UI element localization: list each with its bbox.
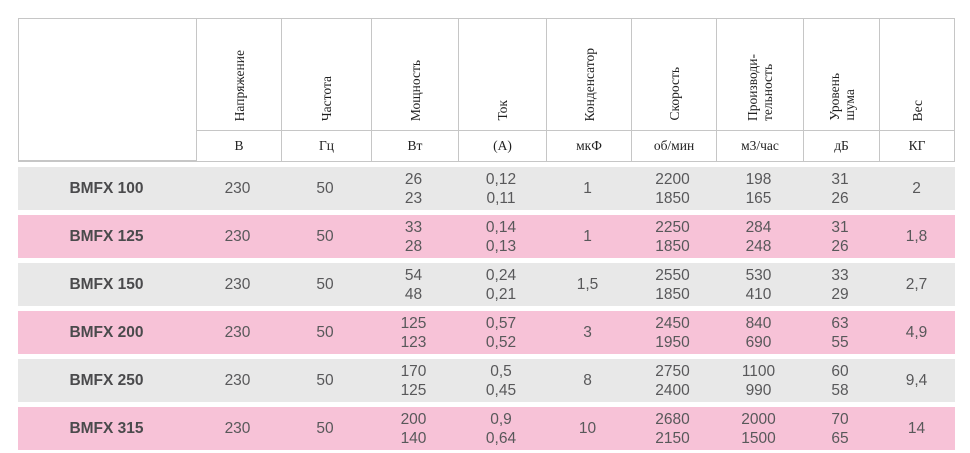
model-cell: BMFX 100 xyxy=(69,180,144,197)
value-cell-frequency: 50 xyxy=(316,324,334,341)
value-cell-voltage: 230 xyxy=(224,228,251,245)
value-cell-power: 54 48 xyxy=(404,266,423,303)
table-row-bmfx-100: BMFX 100 230 50 26 23 0,12 0,11 1 2200 1… xyxy=(18,167,955,210)
col-header-label: Частота xyxy=(319,75,334,121)
value-cell-frequency: 50 xyxy=(316,276,334,293)
unit-cell-voltage: В xyxy=(196,131,281,161)
col-header-weight: Вес xyxy=(879,19,954,131)
col-header-capacity: Производи- тельность xyxy=(716,19,803,131)
col-header-speed: Скорость xyxy=(631,19,716,131)
value-cell-power: 170 125 xyxy=(400,362,427,399)
unit-cell-frequency: Гц xyxy=(281,131,371,161)
col-header-capacitor: Конденсатор xyxy=(546,19,631,131)
model-cell: BMFX 200 xyxy=(69,324,144,341)
value-cell-current: 0,24 0,21 xyxy=(485,266,517,303)
col-header-noise: Уровень шума xyxy=(803,19,879,131)
value-cell-capacity: 284 248 xyxy=(745,218,772,255)
value-cell-weight: 14 xyxy=(907,420,926,437)
value-cell-voltage: 230 xyxy=(224,276,251,293)
value-cell-capacity: 198 165 xyxy=(745,170,772,207)
value-cell-voltage: 230 xyxy=(224,372,251,389)
col-header-voltage: Напряжение xyxy=(196,19,281,131)
value-cell-frequency: 50 xyxy=(316,372,334,389)
col-header-label: Мощность xyxy=(407,59,423,121)
value-cell-current: 0,14 0,13 xyxy=(485,218,517,255)
value-cell-capacity: 1100 990 xyxy=(741,362,776,399)
table-row-bmfx-315: BMFX 315 230 50 200 140 0,9 0,64 10 2680… xyxy=(18,407,955,450)
model-cell: BMFX 250 xyxy=(69,372,144,389)
value-cell-capacitor: 1 xyxy=(583,180,592,197)
value-cell-capacitor: 8 xyxy=(583,372,592,389)
value-cell-power: 200 140 xyxy=(400,410,427,447)
spec-table: Напряжение Частота Мощность Ток Конденса… xyxy=(18,18,955,450)
table-row-bmfx-250: BMFX 250 230 50 170 125 0,5 0,45 8 2750 … xyxy=(18,359,955,402)
value-cell-voltage: 230 xyxy=(224,420,251,437)
value-cell-weight: 9,4 xyxy=(905,372,928,389)
col-header-label: Уровень шума xyxy=(826,73,857,121)
value-cell-speed: 2450 1950 xyxy=(655,314,690,351)
table-row-bmfx-200: BMFX 200 230 50 125 123 0,57 0,52 3 2450… xyxy=(18,311,955,354)
value-cell-capacity: 530 410 xyxy=(745,266,772,303)
col-header-label: Напряжение xyxy=(231,49,247,121)
value-cell-speed: 2750 2400 xyxy=(655,362,690,399)
value-cell-capacity: 840 690 xyxy=(745,314,772,351)
unit-cell-capacity: м3/час xyxy=(716,131,803,161)
model-cell: BMFX 150 xyxy=(69,276,144,293)
unit-cell-capacitor: мкФ xyxy=(546,131,631,161)
value-cell-capacity: 2000 1500 xyxy=(741,410,776,447)
value-cell-speed: 2200 1850 xyxy=(655,170,690,207)
value-cell-frequency: 50 xyxy=(316,420,334,437)
col-header-label: Конденсатор xyxy=(581,47,597,121)
unit-cell-weight: КГ xyxy=(879,131,954,161)
col-header-label: Вес xyxy=(909,99,925,121)
value-cell-noise: 63 55 xyxy=(831,314,849,351)
spec-table-header: Напряжение Частота Мощность Ток Конденса… xyxy=(18,18,955,162)
col-header-model-empty xyxy=(19,19,196,161)
value-cell-noise: 31 26 xyxy=(831,218,849,255)
unit-cell-speed: об/мин xyxy=(631,131,716,161)
value-cell-noise: 70 65 xyxy=(831,410,849,447)
value-cell-capacitor: 10 xyxy=(578,420,597,437)
table-row-bmfx-150: BMFX 150 230 50 54 48 0,24 0,21 1,5 2550… xyxy=(18,263,955,306)
table-row-bmfx-125: BMFX 125 230 50 33 28 0,14 0,13 1 2250 1… xyxy=(18,215,955,258)
value-cell-capacitor: 1,5 xyxy=(576,276,599,293)
value-cell-weight: 2 xyxy=(912,180,921,197)
value-cell-capacitor: 1 xyxy=(583,228,592,245)
col-header-power: Мощность xyxy=(371,19,458,131)
unit-cell-current: (А) xyxy=(458,131,546,161)
value-cell-voltage: 230 xyxy=(224,180,251,197)
value-cell-weight: 4,9 xyxy=(905,324,928,341)
value-cell-frequency: 50 xyxy=(316,228,334,245)
value-cell-current: 0,57 0,52 xyxy=(485,314,517,351)
model-cell: BMFX 125 xyxy=(69,228,144,245)
value-cell-voltage: 230 xyxy=(224,324,251,341)
unit-cell-noise: дБ xyxy=(803,131,879,161)
model-cell: BMFX 315 xyxy=(69,420,144,437)
value-cell-power: 33 28 xyxy=(404,218,423,255)
col-header-current: Ток xyxy=(458,19,546,131)
value-cell-speed: 2550 1850 xyxy=(655,266,690,303)
value-cell-speed: 2680 2150 xyxy=(655,410,690,447)
col-header-label: Ток xyxy=(495,100,510,121)
value-cell-current: 0,9 0,64 xyxy=(485,410,517,447)
value-cell-current: 0,5 0,45 xyxy=(485,362,517,399)
value-cell-weight: 1,8 xyxy=(905,228,928,245)
value-cell-noise: 60 58 xyxy=(831,362,849,399)
value-cell-noise: 31 26 xyxy=(831,170,849,207)
value-cell-frequency: 50 xyxy=(316,180,334,197)
col-header-label: Скорость xyxy=(666,67,682,121)
value-cell-capacitor: 3 xyxy=(583,324,592,341)
col-header-label: Производи- тельность xyxy=(745,53,775,121)
value-cell-noise: 33 29 xyxy=(831,266,849,303)
unit-cell-power: Вт xyxy=(371,131,458,161)
value-cell-speed: 2250 1850 xyxy=(655,218,690,255)
value-cell-power: 125 123 xyxy=(400,314,427,351)
value-cell-current: 0,12 0,11 xyxy=(485,170,517,207)
col-header-frequency: Частота xyxy=(281,19,371,131)
value-cell-power: 26 23 xyxy=(404,170,423,207)
value-cell-weight: 2,7 xyxy=(905,276,928,293)
